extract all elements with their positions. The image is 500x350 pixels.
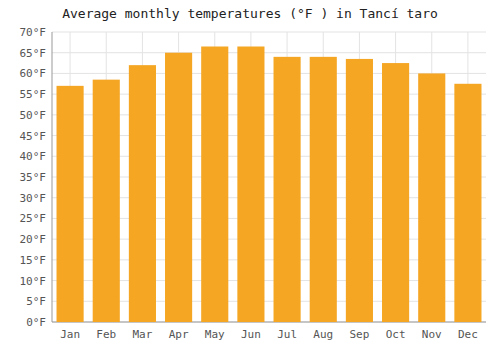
y-tick-label: 5°F (26, 295, 46, 308)
x-tick-label: Jul (277, 328, 297, 341)
y-tick-label: 0°F (26, 316, 46, 329)
title: Average monthly temperatures (°F ) in Ta… (62, 6, 438, 21)
x-tick-label: May (205, 328, 225, 341)
x-tick-label: Nov (422, 328, 442, 341)
x-tick-label: Oct (386, 328, 406, 341)
y-tick-label: 60°F (20, 67, 47, 80)
bar (346, 59, 373, 322)
bar (237, 47, 264, 323)
bar (57, 86, 84, 322)
bar (310, 57, 337, 322)
x-tick-label: Dec (458, 328, 478, 341)
x-tick-label: Sep (349, 328, 369, 341)
y-axis-line (52, 32, 53, 322)
bar (201, 47, 228, 323)
y-tick-label: 35°F (20, 171, 47, 184)
y-tick-label: 30°F (20, 192, 47, 205)
bar (129, 65, 156, 322)
background (0, 0, 500, 350)
y-tick-label: 70°F (20, 26, 47, 39)
y-tick-label: 10°F (20, 275, 47, 288)
y-grid-line (52, 52, 486, 53)
y-tick-label: 45°F (20, 130, 47, 143)
x-tick-label: Aug (313, 328, 333, 341)
bar (382, 63, 409, 322)
bar (165, 53, 192, 322)
bar (454, 84, 481, 322)
y-tick-label: 15°F (20, 254, 47, 267)
y-tick-label: 25°F (20, 212, 47, 225)
y-grid-line (52, 32, 486, 33)
y-tick-label: 20°F (20, 233, 47, 246)
y-tick-label: 50°F (20, 109, 47, 122)
chart: Average monthly temperatures (°F ) in Ta… (0, 0, 500, 350)
y-tick-label: 40°F (20, 150, 47, 163)
grid (52, 32, 486, 322)
bar (274, 57, 301, 322)
x-tick-label: Feb (96, 328, 116, 341)
x-tick-label: Jun (241, 328, 261, 341)
axes: 0°F 5°F 10°F 15°F 20°F 25°F 30°F 35°F 40°F 45°F 50… (20, 26, 487, 341)
x-tick-label: Apr (169, 328, 189, 341)
bars (57, 47, 482, 323)
x-tick-label: Jan (60, 328, 80, 341)
y-tick-label: 55°F (20, 88, 47, 101)
y-tick-label: 65°F (20, 47, 47, 60)
bar (93, 80, 120, 322)
bar (418, 73, 445, 322)
x-tick-label: Mar (132, 328, 152, 341)
